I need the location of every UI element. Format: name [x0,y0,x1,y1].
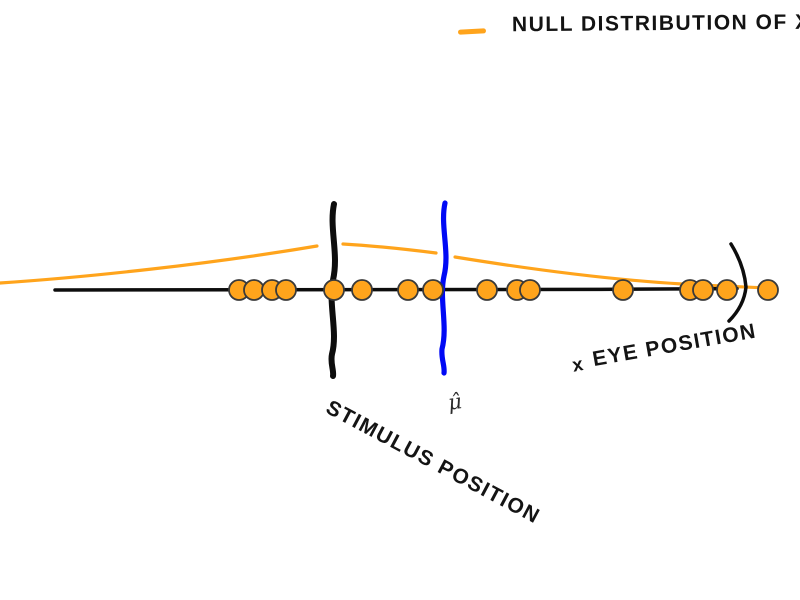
eye-position-dot [397,279,419,301]
eye-position-dot [243,279,265,301]
null-distribution-curve [453,255,770,290]
legend-label: NULL DISTRIBUTION OF X [511,10,800,37]
legend: NULL DISTRIBUTION OF X [457,10,800,37]
eye-position-dot [612,279,634,301]
right-bracket [727,242,748,323]
eye-position-axis [53,286,739,292]
eye-position-dot [519,279,541,301]
eye-position-dot [692,279,714,301]
null-distribution-curve [341,242,438,255]
eye-position-dot [323,279,345,301]
eye-position-dot [476,279,498,301]
eye-position-dot [757,279,779,301]
eye-position-dot [422,279,444,301]
legend-line-swatch [457,27,487,35]
eye-position-dot [716,279,738,301]
eye-position-dot [275,279,297,301]
eye-position-dot [351,279,373,301]
null-distribution-curve [0,244,319,285]
stimulus-position-line [328,201,338,379]
mu-hat-line [439,200,449,376]
x-marker: x [570,353,587,377]
